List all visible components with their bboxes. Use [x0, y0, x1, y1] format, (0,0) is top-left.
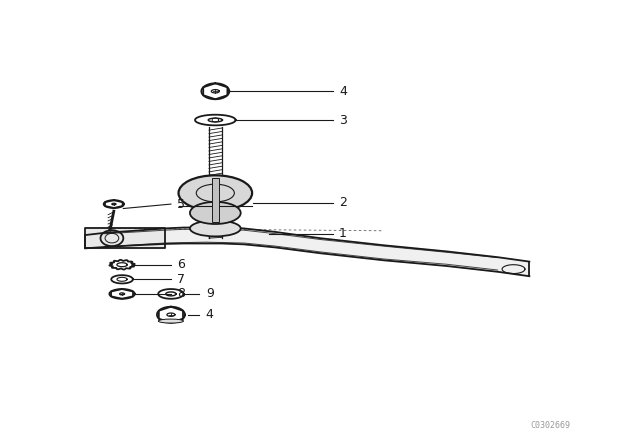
- Text: 3: 3: [339, 113, 347, 126]
- Ellipse shape: [190, 220, 241, 237]
- Text: 8: 8: [177, 288, 185, 301]
- Text: 1: 1: [339, 227, 347, 240]
- Polygon shape: [85, 228, 529, 276]
- Text: C0302669: C0302669: [531, 421, 571, 430]
- Ellipse shape: [179, 175, 252, 211]
- Polygon shape: [85, 228, 164, 248]
- Text: 9: 9: [206, 288, 214, 301]
- Text: 4: 4: [206, 308, 214, 321]
- Text: 5: 5: [177, 198, 185, 211]
- Text: 2: 2: [339, 196, 347, 209]
- FancyBboxPatch shape: [211, 177, 219, 222]
- Ellipse shape: [190, 202, 241, 224]
- Ellipse shape: [158, 319, 184, 323]
- Text: 6: 6: [177, 258, 185, 271]
- Text: 4: 4: [339, 85, 347, 98]
- Text: 7: 7: [177, 273, 185, 286]
